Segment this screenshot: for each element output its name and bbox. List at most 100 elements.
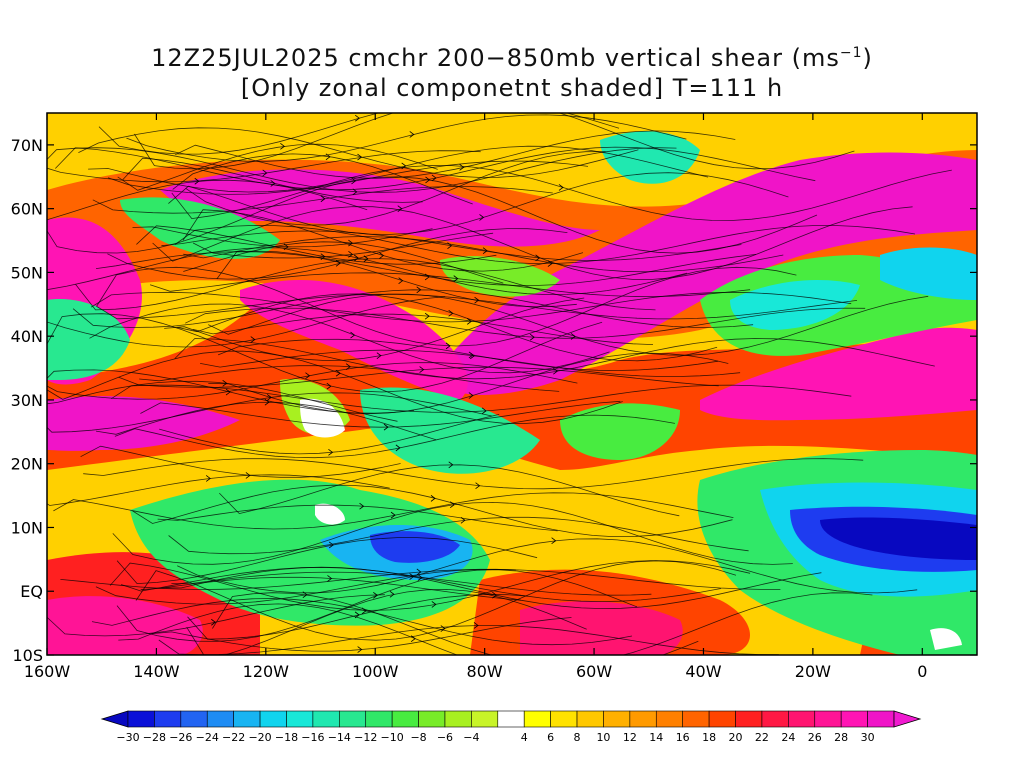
- colorbar-label: −24: [196, 731, 219, 744]
- colorbar-label: 10: [596, 731, 610, 744]
- streamline-arrow-4: [425, 176, 431, 184]
- streamline-35: [135, 560, 737, 641]
- colorbar-swatch: [814, 710, 842, 728]
- shear-region-21: [880, 247, 977, 300]
- streamline-13: [116, 537, 538, 585]
- streamline-7: [136, 225, 497, 265]
- streamline-arrow-46: [459, 164, 465, 171]
- colorbar: −30 −28 −26 −24 −22 −20 −18 −16 −14 −12 −10 −8 −6 −4 4…: [100, 710, 922, 744]
- streamline-arrow-76: [492, 591, 498, 599]
- streamline-arrow-37: [448, 309, 454, 317]
- chart-title-unit-exponent: −1: [839, 45, 863, 61]
- streamline-25: [72, 289, 754, 328]
- streamline-arrow-62: [222, 379, 228, 387]
- colorbar-swatch: [655, 710, 683, 728]
- streamline-arrow-73: [211, 618, 216, 626]
- streamline-66: [88, 145, 709, 193]
- streamline-arrow-36: [326, 382, 332, 390]
- streamline-arrow-53: [467, 318, 472, 325]
- map-frame: [46, 112, 978, 656]
- streamline-arrow-74: [320, 195, 326, 203]
- streamline-arrow-43: [424, 312, 430, 320]
- y-tick-label: 70N: [11, 136, 43, 155]
- colorbar-label: −10: [381, 731, 404, 744]
- colorbar-label: −8: [410, 731, 426, 744]
- streamline-65: [118, 366, 719, 388]
- streamline-arrow-84: [389, 590, 395, 598]
- streamline-arrow-24: [305, 372, 311, 380]
- streamline-arrow-27: [270, 180, 276, 187]
- colorbar-over-arrow: [893, 710, 922, 728]
- colorbar-swatch: [550, 710, 578, 728]
- colorbar-label: −12: [354, 731, 377, 744]
- x-tick-label: 160W: [24, 662, 71, 681]
- colorbar-swatch: [735, 710, 763, 728]
- colorbar-label: 24: [781, 731, 795, 744]
- streamline-arrow-55: [448, 461, 454, 469]
- streamline-arrow-17: [376, 352, 382, 359]
- streamline-68: [177, 538, 918, 594]
- streamline-50: [152, 206, 913, 280]
- streamline-arrow-31: [395, 444, 401, 452]
- streamline-21: [168, 172, 789, 235]
- y-tick-label: 30N: [11, 391, 43, 410]
- x-tick-label: 80W: [467, 662, 503, 681]
- colorbar-swatch: [127, 710, 155, 728]
- colorbar-swatch: [391, 710, 419, 728]
- colorbar-swatch: [259, 710, 287, 728]
- x-tick-label: 20W: [795, 662, 831, 681]
- streamline-37: [177, 293, 718, 362]
- streamline-arrow-8: [474, 296, 480, 304]
- colorbar-swatch: [312, 710, 340, 728]
- colorbar-label: −20: [248, 731, 271, 744]
- y-tick-label: 10S: [12, 646, 43, 665]
- colorbar-label: −28: [143, 731, 166, 744]
- colorbar-swatch: [576, 710, 604, 728]
- streamline-arrow-79: [379, 252, 385, 259]
- colorbar-label: −26: [169, 731, 192, 744]
- colorbar-swatch: [708, 710, 736, 728]
- colorbar-swatch: [761, 710, 789, 728]
- streamline-arrow-40: [283, 243, 289, 251]
- streamline-arrow-32: [481, 407, 487, 415]
- streamline-arrow-72: [357, 153, 363, 161]
- streamline-arrow-71: [205, 475, 211, 482]
- streamline-arrow-25: [416, 286, 422, 294]
- shear-region-20: [730, 280, 860, 330]
- streamline-arrow-35: [440, 625, 446, 632]
- streamline-1: [47, 350, 623, 425]
- streamline-81: [47, 247, 688, 296]
- colorbar-label: 18: [702, 731, 716, 744]
- colorbar-swatch: [603, 710, 631, 728]
- streamline-19: [118, 603, 699, 655]
- shear-region-14: [47, 299, 130, 380]
- streamline-46: [175, 130, 736, 179]
- streamline-30: [47, 150, 481, 183]
- streamline-arrow-34: [431, 601, 437, 608]
- y-tick-label: EQ: [20, 582, 43, 601]
- streamline-arrow-82: [409, 131, 415, 138]
- y-tick-label: 60N: [11, 200, 43, 219]
- streamline-64: [159, 414, 500, 455]
- streamline-83: [112, 501, 793, 565]
- streamline-arrow-89: [357, 646, 363, 653]
- streamline-17: [164, 297, 585, 361]
- colorbar-swatch: [523, 710, 551, 728]
- y-tick-label: 10N: [11, 518, 43, 537]
- streamline-arrow-57: [430, 495, 436, 502]
- colorbar-label: 16: [676, 731, 690, 744]
- streamline-arrow-26: [194, 177, 200, 185]
- streamline-16: [47, 392, 492, 433]
- colorbar-swatch: [233, 710, 261, 728]
- streamline-arrow-20: [397, 205, 403, 213]
- streamline-arrow-50: [535, 254, 541, 262]
- streamline-41: [47, 369, 415, 414]
- shear-region-30: [300, 398, 345, 438]
- streamline-arrow-15: [545, 661, 549, 667]
- colorbar-label: 28: [834, 731, 848, 744]
- streamline-arrow-1: [335, 369, 341, 377]
- streamline-57: [132, 484, 733, 537]
- streamline-arrow-41: [225, 388, 231, 396]
- streamline-10: [157, 504, 558, 532]
